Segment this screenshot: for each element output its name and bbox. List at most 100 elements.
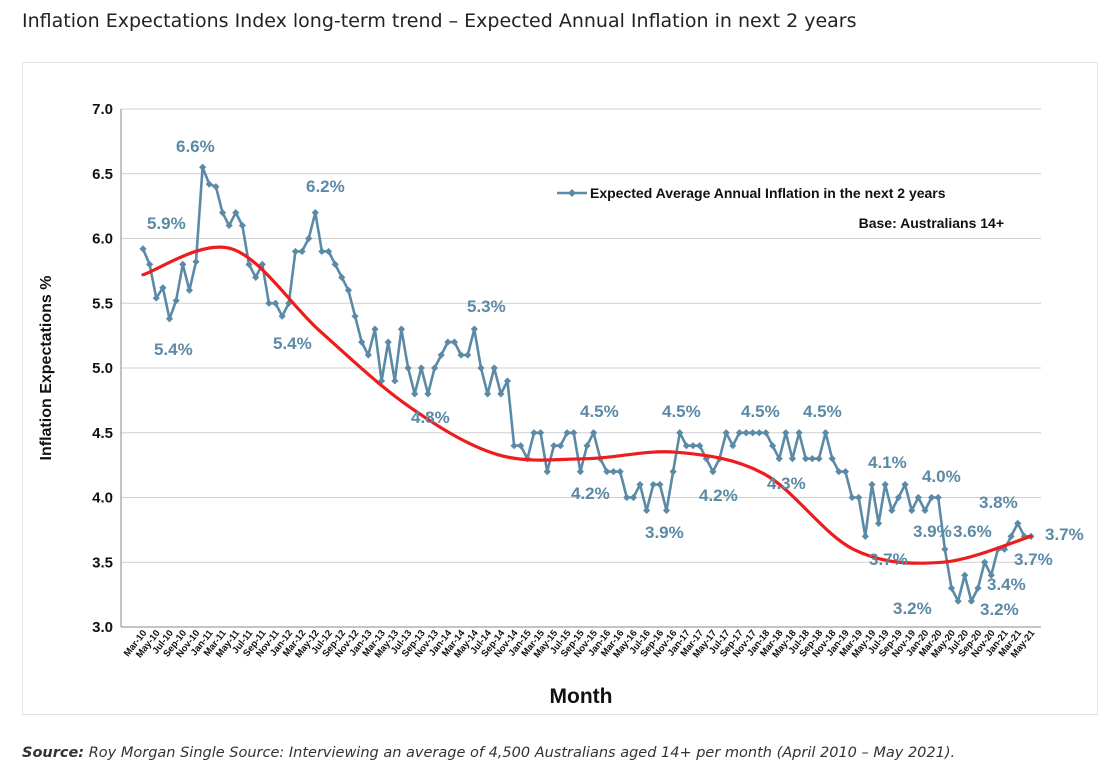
annotation-label: 4.3% [767,474,806,493]
data-point [888,506,896,515]
data-point [517,442,525,450]
data-point [384,338,392,346]
annotation-label: 3.2% [980,600,1019,619]
data-point [179,260,187,268]
x-axis-title: Month [550,685,613,708]
data-point [152,294,160,302]
data-point [430,364,439,372]
data-point [298,247,306,256]
data-point [702,455,710,463]
y-tick-label: 5.5 [92,295,113,312]
data-point [311,209,319,217]
data-point [881,480,889,489]
data-point [696,442,704,450]
data-point [477,364,485,372]
legend: Expected Average Annual Inflation in the… [557,185,1004,231]
data-point [285,299,293,307]
data-point [987,571,995,579]
y-tick-label: 5.0 [92,360,113,377]
data-point [199,163,207,171]
data-point [424,390,432,398]
y-tick-label: 6.5 [92,166,113,183]
source-label: Source: [22,745,85,761]
annotation-label: 3.7% [1014,550,1053,569]
data-point [185,286,193,294]
data-point [271,299,280,307]
data-point [590,429,598,437]
data-point [318,247,326,256]
data-point [981,558,989,566]
annotation-label: 3.4% [987,575,1026,594]
annotation-label: 4.2% [571,484,610,503]
data-point [331,260,339,268]
data-point [457,351,465,359]
data-point [165,315,174,323]
data-point [1014,519,1022,527]
source-text: Roy Morgan Single Source: Interviewing a… [84,745,956,761]
data-point [397,325,406,333]
data-point [583,442,591,450]
data-point [927,493,936,502]
data-point [1000,545,1009,553]
data-point [874,519,883,527]
data-point [861,532,869,540]
data-point [775,455,783,463]
data-point [444,338,452,346]
source-note: Source: Roy Morgan Single Source: Interv… [22,745,955,761]
data-point [749,429,757,437]
data-point [934,493,942,502]
annotation-label: 3.6% [953,522,992,541]
annotation-label: 4.5% [662,402,701,421]
data-point [212,183,220,191]
data-point [649,480,657,489]
y-tick-label: 4.5 [92,425,113,442]
data-point [788,455,797,463]
annotation-label: 3.2% [893,599,932,618]
y-axis-title: Inflation Expectations % [38,276,55,461]
annotation-label: 4.0% [922,467,961,486]
data-point [411,390,419,398]
data-point [901,480,909,489]
data-point [742,429,750,437]
data-point [921,506,929,515]
data-point [576,468,584,476]
annotation-label: 3.8% [979,493,1018,512]
data-point [404,364,412,372]
data-point [450,338,459,346]
data-point [483,390,492,398]
data-point [815,455,823,463]
data-point [961,571,969,579]
data-point [755,429,763,437]
data-point [841,468,850,476]
data-point [656,480,664,489]
annotation-label: 6.2% [306,177,345,196]
data-point [894,493,903,502]
y-tick-label: 3.0 [92,619,113,636]
data-point [358,338,366,346]
data-point [848,493,856,502]
data-point [954,597,962,605]
chart-container: 3.0 3.5 4.0 4.5 5.0 5.5 6.0 6.5 7.0 Mar-10 May-10 J… [22,62,1098,715]
data-point [782,429,790,437]
annotation-label: 3.9% [913,522,952,541]
y-tick-label: 3.5 [92,554,113,571]
data-point [238,221,247,230]
data-point [808,455,816,463]
data-point [218,209,227,217]
data-point [192,258,200,266]
data-point [835,468,843,476]
data-point [828,455,836,463]
data-point [795,429,803,437]
data-point [616,468,624,476]
data-point [682,442,691,450]
annotation-label: 3.7% [1045,525,1084,544]
data-point [941,545,949,553]
annotation-label: 4.1% [868,453,907,472]
annotation-label: 4.2% [699,486,738,505]
data-point [377,377,386,385]
data-point [914,493,922,502]
annotation-label: 4.8% [411,408,450,427]
legend-label: Expected Average Annual Inflation in the… [590,185,946,201]
y-tick-label: 7.0 [92,101,113,118]
data-point [305,234,313,243]
